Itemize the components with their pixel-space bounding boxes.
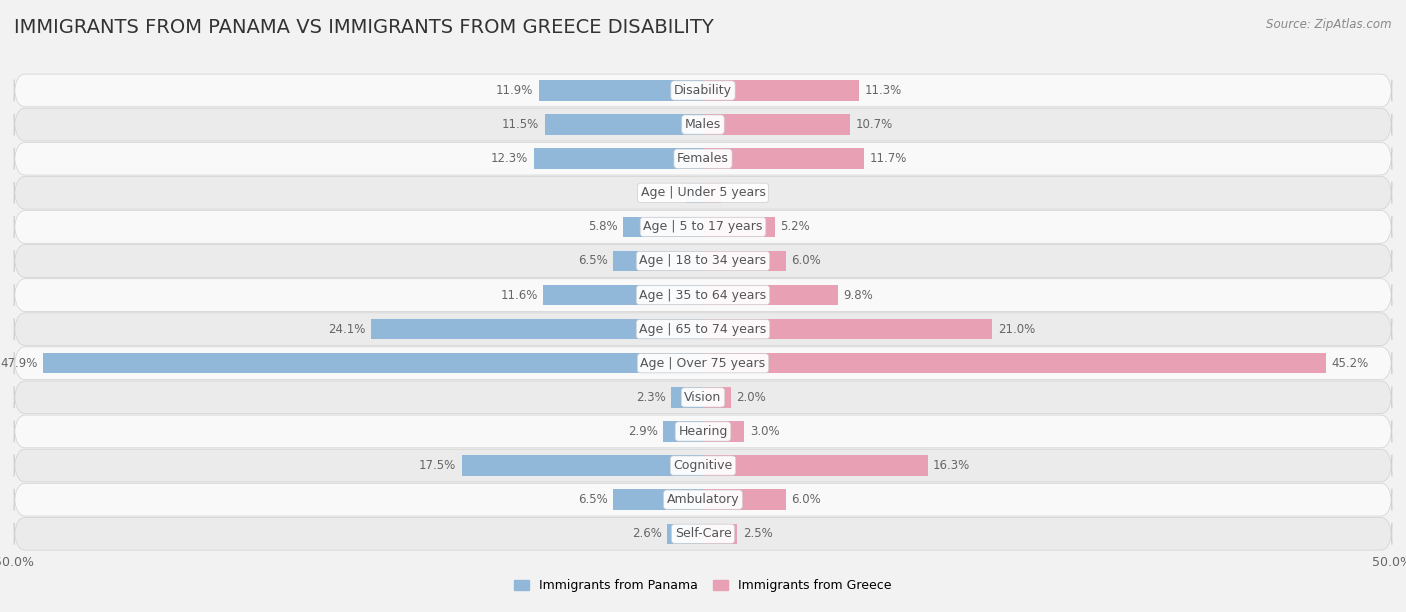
Text: 1.2%: 1.2% <box>651 186 681 200</box>
Text: Age | 5 to 17 years: Age | 5 to 17 years <box>644 220 762 233</box>
Bar <box>703 387 731 408</box>
FancyBboxPatch shape <box>14 517 1392 550</box>
Text: IMMIGRANTS FROM PANAMA VS IMMIGRANTS FROM GREECE DISABILITY: IMMIGRANTS FROM PANAMA VS IMMIGRANTS FRO… <box>14 18 714 37</box>
Bar <box>668 523 703 544</box>
Text: Age | 18 to 34 years: Age | 18 to 34 years <box>640 255 766 267</box>
Text: 6.5%: 6.5% <box>578 493 607 506</box>
Text: Vision: Vision <box>685 391 721 404</box>
Text: Ambulatory: Ambulatory <box>666 493 740 506</box>
Bar <box>703 114 851 135</box>
Text: Females: Females <box>678 152 728 165</box>
Text: Age | Over 75 years: Age | Over 75 years <box>641 357 765 370</box>
Text: 2.5%: 2.5% <box>742 528 773 540</box>
FancyBboxPatch shape <box>14 278 1392 312</box>
Text: Age | 65 to 74 years: Age | 65 to 74 years <box>640 323 766 335</box>
Bar <box>544 114 703 135</box>
Text: 10.7%: 10.7% <box>856 118 893 131</box>
Text: 5.8%: 5.8% <box>588 220 617 233</box>
Text: 45.2%: 45.2% <box>1331 357 1368 370</box>
FancyBboxPatch shape <box>14 108 1392 141</box>
Text: 21.0%: 21.0% <box>998 323 1035 335</box>
Text: 16.3%: 16.3% <box>934 459 970 472</box>
Text: 2.9%: 2.9% <box>627 425 658 438</box>
FancyBboxPatch shape <box>14 449 1392 482</box>
Bar <box>703 319 993 340</box>
Text: Disability: Disability <box>673 84 733 97</box>
Bar <box>543 285 703 305</box>
FancyBboxPatch shape <box>14 313 1392 346</box>
Bar <box>623 217 703 237</box>
FancyBboxPatch shape <box>14 211 1392 243</box>
Bar <box>613 490 703 510</box>
Text: Age | Under 5 years: Age | Under 5 years <box>641 186 765 200</box>
Bar <box>703 149 865 169</box>
Text: 11.5%: 11.5% <box>502 118 538 131</box>
Text: Source: ZipAtlas.com: Source: ZipAtlas.com <box>1267 18 1392 31</box>
FancyBboxPatch shape <box>14 415 1392 448</box>
Bar <box>371 319 703 340</box>
Bar <box>703 490 786 510</box>
Bar <box>671 387 703 408</box>
Text: 11.6%: 11.6% <box>501 289 537 302</box>
Legend: Immigrants from Panama, Immigrants from Greece: Immigrants from Panama, Immigrants from … <box>509 574 897 597</box>
Bar <box>703 80 859 101</box>
FancyBboxPatch shape <box>14 74 1392 107</box>
Text: 6.0%: 6.0% <box>792 255 821 267</box>
FancyBboxPatch shape <box>14 176 1392 209</box>
FancyBboxPatch shape <box>14 245 1392 277</box>
Text: Hearing: Hearing <box>678 425 728 438</box>
Text: Males: Males <box>685 118 721 131</box>
Bar <box>703 285 838 305</box>
Bar <box>44 353 703 373</box>
FancyBboxPatch shape <box>14 483 1392 516</box>
Text: 11.9%: 11.9% <box>496 84 533 97</box>
Bar <box>703 523 738 544</box>
Text: 2.3%: 2.3% <box>636 391 666 404</box>
Bar <box>703 421 744 442</box>
Text: 1.3%: 1.3% <box>727 186 756 200</box>
Text: 5.2%: 5.2% <box>780 220 810 233</box>
Bar <box>533 149 703 169</box>
Text: 12.3%: 12.3% <box>491 152 529 165</box>
Text: Self-Care: Self-Care <box>675 528 731 540</box>
Bar <box>703 217 775 237</box>
Bar <box>703 251 786 271</box>
FancyBboxPatch shape <box>14 143 1392 175</box>
Text: 9.8%: 9.8% <box>844 289 873 302</box>
Text: 6.0%: 6.0% <box>792 493 821 506</box>
Text: Age | 35 to 64 years: Age | 35 to 64 years <box>640 289 766 302</box>
Bar <box>703 182 721 203</box>
Text: 2.6%: 2.6% <box>631 528 662 540</box>
Text: 6.5%: 6.5% <box>578 255 607 267</box>
Text: 3.0%: 3.0% <box>749 425 779 438</box>
Text: 11.7%: 11.7% <box>870 152 907 165</box>
Bar <box>664 421 703 442</box>
FancyBboxPatch shape <box>14 381 1392 414</box>
Bar <box>686 182 703 203</box>
Text: 24.1%: 24.1% <box>328 323 366 335</box>
Bar <box>703 455 928 476</box>
Text: 2.0%: 2.0% <box>737 391 766 404</box>
Bar <box>538 80 703 101</box>
Text: 17.5%: 17.5% <box>419 459 457 472</box>
Bar <box>461 455 703 476</box>
Text: 47.9%: 47.9% <box>0 357 38 370</box>
Text: Cognitive: Cognitive <box>673 459 733 472</box>
Bar <box>613 251 703 271</box>
Text: 11.3%: 11.3% <box>865 84 901 97</box>
FancyBboxPatch shape <box>14 347 1392 379</box>
Bar <box>703 353 1326 373</box>
